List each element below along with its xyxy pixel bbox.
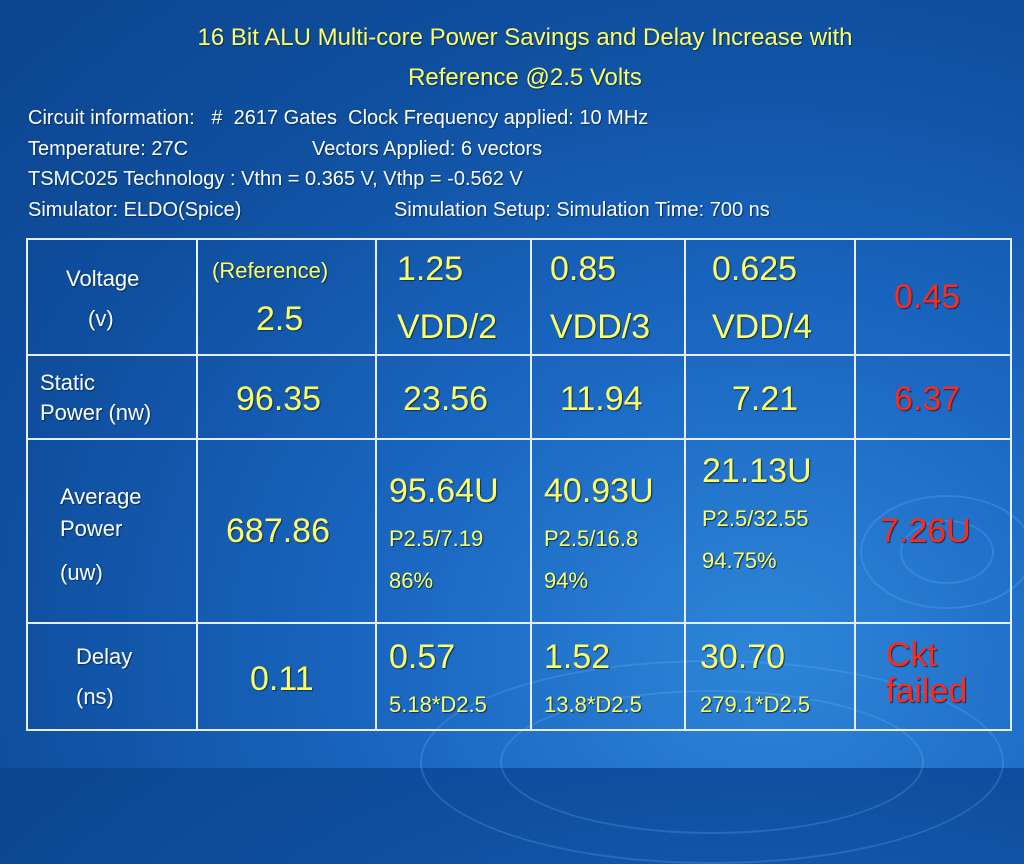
delay-failed-label: Ckt — [886, 636, 937, 674]
cell-voltage-ref: (Reference) 2.5 — [196, 238, 377, 356]
static-value: 96.35 — [236, 380, 322, 418]
static-value: 11.94 — [560, 380, 643, 418]
row-header-average-power: Average Power (uw) — [26, 438, 198, 624]
static-value: 7.21 — [732, 380, 799, 418]
cell-static-ref: 96.35 — [196, 354, 377, 440]
average-label: Average — [60, 484, 142, 509]
voltage-ratio: VDD/3 — [550, 308, 651, 346]
cell-average-3: 21.13U P2.5/32.55 94.75% — [684, 438, 856, 624]
cell-voltage-2: 0.85 VDD/3 — [530, 238, 686, 356]
cell-average-1: 95.64U P2.5/7.19 86% — [375, 438, 532, 624]
delay-value: 30.70 — [700, 638, 786, 676]
voltage-ratio: VDD/2 — [397, 308, 498, 346]
voltage-value: 0.85 — [550, 250, 617, 288]
average-value: 40.93U — [544, 472, 654, 510]
cell-voltage-3: 0.625 VDD/4 — [684, 238, 856, 356]
technology-info: TSMC025 Technology : Vthn = 0.365 V, Vth… — [28, 168, 523, 190]
average-savings: 94% — [544, 568, 589, 593]
delay-ratio: 279.1*D2.5 — [700, 692, 811, 717]
voltage-ratio: VDD/4 — [712, 308, 813, 346]
table-row-static-power: Static Power (nw) 96.35 23.56 11.94 7.21… — [26, 354, 1012, 440]
cell-delay-4: Ckt failed — [854, 622, 1012, 731]
static-label: Static — [40, 370, 96, 395]
static-unit: Power (nw) — [40, 400, 152, 425]
cell-delay-3: 30.70 279.1*D2.5 — [684, 622, 856, 731]
cell-voltage-4: 0.45 — [854, 238, 1012, 356]
cell-static-3: 7.21 — [684, 354, 856, 440]
table-row-delay: Delay (ns) 0.11 0.57 5.18*D2.5 1.52 13.8… — [26, 622, 1012, 731]
average-ratio: P2.5/7.19 — [389, 526, 484, 551]
voltage-unit: (v) — [88, 306, 114, 331]
row-header-delay: Delay (ns) — [26, 622, 198, 731]
cell-average-ref: 687.86 — [196, 438, 377, 624]
delay-ratio: 5.18*D2.5 — [389, 692, 487, 717]
static-value: 23.56 — [403, 380, 489, 418]
setup-info: Simulation Setup: Simulation Time: 700 n… — [394, 199, 770, 221]
cell-static-1: 23.56 — [375, 354, 532, 440]
average-ratio: P2.5/16.8 — [544, 526, 639, 551]
simulator-info: Simulator: ELDO(Spice) — [28, 199, 242, 221]
average-value: 95.64U — [389, 472, 499, 510]
delay-failed-label-2: failed — [886, 672, 968, 710]
cell-average-4: 7.26U — [854, 438, 1012, 624]
average-value: 21.13U — [702, 452, 812, 490]
average-value: 687.86 — [226, 512, 330, 550]
cell-voltage-1: 1.25 VDD/2 — [375, 238, 532, 356]
cell-average-2: 40.93U P2.5/16.8 94% — [530, 438, 686, 624]
voltage-failed-value: 0.45 — [894, 278, 961, 316]
voltage-label: Voltage — [66, 266, 140, 291]
cell-static-4: 6.37 — [854, 354, 1012, 440]
delay-value: 0.57 — [389, 638, 456, 676]
reference-note: (Reference) — [212, 258, 329, 283]
average-savings: 86% — [389, 568, 434, 593]
voltage-ref: 2.5 — [256, 300, 304, 338]
delay-value: 0.11 — [250, 660, 314, 698]
circuit-info: Circuit information: # 2617 Gates Clock … — [28, 107, 649, 129]
vectors-info: Vectors Applied: 6 vectors — [312, 138, 543, 160]
slide-title-line1: 16 Bit ALU Multi-core Power Savings and … — [197, 24, 853, 51]
cell-delay-1: 0.57 5.18*D2.5 — [375, 622, 532, 731]
results-table: Voltage (v) (Reference) 2.5 1.25 VDD/2 0… — [26, 238, 1012, 731]
delay-value: 1.52 — [544, 638, 611, 676]
cell-delay-ref: 0.11 — [196, 622, 377, 731]
cell-delay-2: 1.52 13.8*D2.5 — [530, 622, 686, 731]
table-row-voltage: Voltage (v) (Reference) 2.5 1.25 VDD/2 0… — [26, 238, 1012, 356]
slide-title-line2: Reference @2.5 Volts — [408, 64, 642, 91]
delay-ratio: 13.8*D2.5 — [544, 692, 642, 717]
table-row-average-power: Average Power (uw) 687.86 95.64U P2.5/7.… — [26, 438, 1012, 624]
temperature-info: Temperature: 27C — [28, 138, 189, 160]
delay-label: Delay — [76, 644, 133, 669]
row-header-voltage: Voltage (v) — [26, 238, 198, 356]
average-label-2: Power — [60, 516, 123, 541]
average-unit: (uw) — [60, 560, 103, 585]
voltage-value: 1.25 — [397, 250, 464, 288]
average-ratio: P2.5/32.55 — [702, 506, 809, 531]
static-failed-value: 6.37 — [894, 380, 961, 418]
row-header-static-power: Static Power (nw) — [26, 354, 198, 440]
cell-static-2: 11.94 — [530, 354, 686, 440]
average-savings: 94.75% — [702, 548, 777, 573]
delay-unit: (ns) — [76, 684, 114, 709]
voltage-value: 0.625 — [712, 250, 798, 288]
average-failed-value: 7.26U — [880, 512, 971, 550]
